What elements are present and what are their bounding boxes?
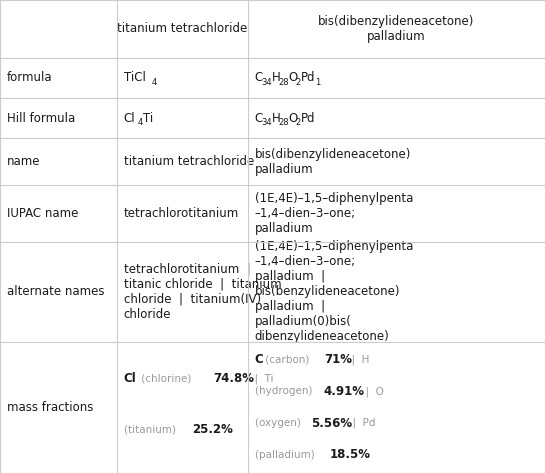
Text: 2: 2 [296,118,301,127]
Text: titanium tetrachloride: titanium tetrachloride [118,22,247,35]
Text: (carbon): (carbon) [262,355,312,365]
Text: 1: 1 [315,78,320,87]
Text: (palladium): (palladium) [255,450,318,460]
Text: 34: 34 [262,118,272,127]
Text: Pd: Pd [301,112,315,124]
Text: |  H: | H [346,355,370,365]
Text: O: O [289,112,298,124]
Text: tetrachlorotitanium  |
titanic chloride  |  titanium
chloride  |  titanium(IV)
c: tetrachlorotitanium | titanic chloride |… [124,263,281,321]
Text: |  Pd: | Pd [346,418,376,428]
Text: (titanium): (titanium) [124,425,179,435]
Text: |  O: | O [359,386,384,397]
Text: IUPAC name: IUPAC name [7,207,78,220]
Text: 28: 28 [278,118,289,127]
Text: name: name [7,155,40,168]
Text: mass fractions: mass fractions [7,401,93,414]
Text: 34: 34 [262,78,272,87]
Text: bis(dibenzylideneacetone)
palladium: bis(dibenzylideneacetone) palladium [255,148,411,176]
Text: 71%: 71% [324,353,352,367]
Text: H: H [271,112,280,124]
Text: bis(dibenzylideneacetone)
palladium: bis(dibenzylideneacetone) palladium [318,15,475,43]
Text: formula: formula [7,71,52,84]
Text: H: H [271,71,280,84]
Text: 25.2%: 25.2% [192,423,233,436]
Text: 4: 4 [152,78,158,87]
Text: (1E,4E)–1,5–diphenylpenta
–1,4–dien–3–one;
palladium  |
bis(benzylideneacetone)
: (1E,4E)–1,5–diphenylpenta –1,4–dien–3–on… [255,240,413,343]
Text: Hill formula: Hill formula [7,112,75,124]
Text: Cl: Cl [124,372,136,385]
Text: 28: 28 [278,78,289,87]
Text: alternate names: alternate names [7,285,104,298]
Text: 2: 2 [296,78,301,87]
Text: |  Ti: | Ti [249,373,274,384]
Text: C: C [255,112,263,124]
Text: 4.91%: 4.91% [323,385,364,398]
Text: Ti: Ti [143,112,153,124]
Text: TiCl: TiCl [124,71,146,84]
Text: (1E,4E)–1,5–diphenylpenta
–1,4–dien–3–one;
palladium: (1E,4E)–1,5–diphenylpenta –1,4–dien–3–on… [255,193,413,235]
Text: tetrachlorotitanium: tetrachlorotitanium [124,207,239,220]
Text: 4: 4 [138,118,143,127]
Text: 5.56%: 5.56% [311,417,352,429]
Text: (hydrogen): (hydrogen) [255,386,315,396]
Text: O: O [289,71,298,84]
Text: Pd: Pd [301,71,315,84]
Text: Cl: Cl [124,112,135,124]
Text: (chlorine): (chlorine) [138,373,195,383]
Text: (oxygen): (oxygen) [255,418,304,428]
Text: 18.5%: 18.5% [330,448,371,461]
Text: titanium tetrachloride: titanium tetrachloride [124,155,254,168]
Text: C: C [255,71,263,84]
Text: C: C [255,353,263,367]
Text: 74.8%: 74.8% [213,372,254,385]
